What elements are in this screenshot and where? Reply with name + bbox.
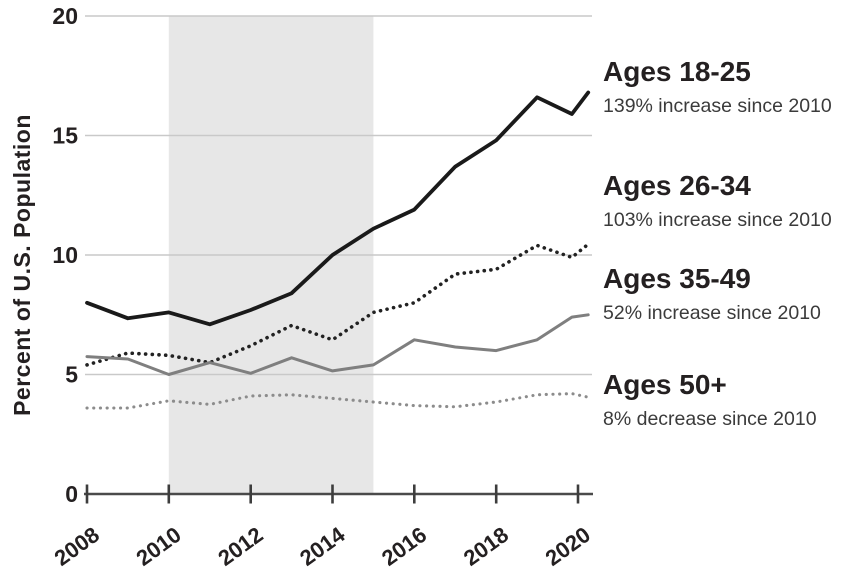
legend-subtitle: 8% decrease since 2010: [603, 408, 817, 430]
x-tick-label-2008: 2008: [50, 522, 104, 571]
legend-subtitle: 103% increase since 2010: [603, 209, 832, 231]
x-tick-label-2018: 2018: [459, 522, 513, 571]
legend-subtitle: 139% increase since 2010: [603, 95, 832, 117]
legend-title: Ages 18-25: [603, 56, 751, 87]
y-tick-label-0: 0: [65, 481, 78, 507]
legend: Ages 18-25 139% increase since 2010 Ages…: [603, 0, 851, 576]
legend-group-ages-35-49: Ages 35-49 52% increase since 2010: [603, 263, 821, 325]
series-line-ages-26-34: [85, 242, 590, 367]
y-tick-label-15: 15: [52, 123, 78, 149]
legend-title: Ages 35-49: [603, 263, 751, 294]
y-tick-label-20: 20: [52, 3, 78, 29]
legend-group-ages-18-25: Ages 18-25 139% increase since 2010: [603, 56, 832, 118]
legend-title: Ages 50+: [603, 369, 727, 400]
legend-title: Ages 26-34: [603, 170, 751, 201]
x-tick-label-2012: 2012: [213, 522, 267, 571]
x-tick-label-2014: 2014: [295, 521, 350, 570]
x-tick-label-2016: 2016: [377, 522, 431, 571]
legend-subtitle: 52% increase since 2010: [603, 302, 821, 324]
y-tick-label-10: 10: [52, 242, 78, 268]
legend-group-ages-26-34: Ages 26-34 103% increase since 2010: [603, 170, 832, 232]
legend-group-ages-50-plus: Ages 50+ 8% decrease since 2010: [603, 369, 817, 431]
series-line-ages-18-25: [85, 90, 591, 327]
x-tick-label-2010: 2010: [131, 522, 185, 571]
y-tick-label-5: 5: [65, 362, 78, 388]
series-line-ages-50-plus: [85, 392, 590, 410]
x-tick-label-2020: 2020: [541, 522, 595, 571]
series-line-ages-35-49: [85, 313, 590, 376]
